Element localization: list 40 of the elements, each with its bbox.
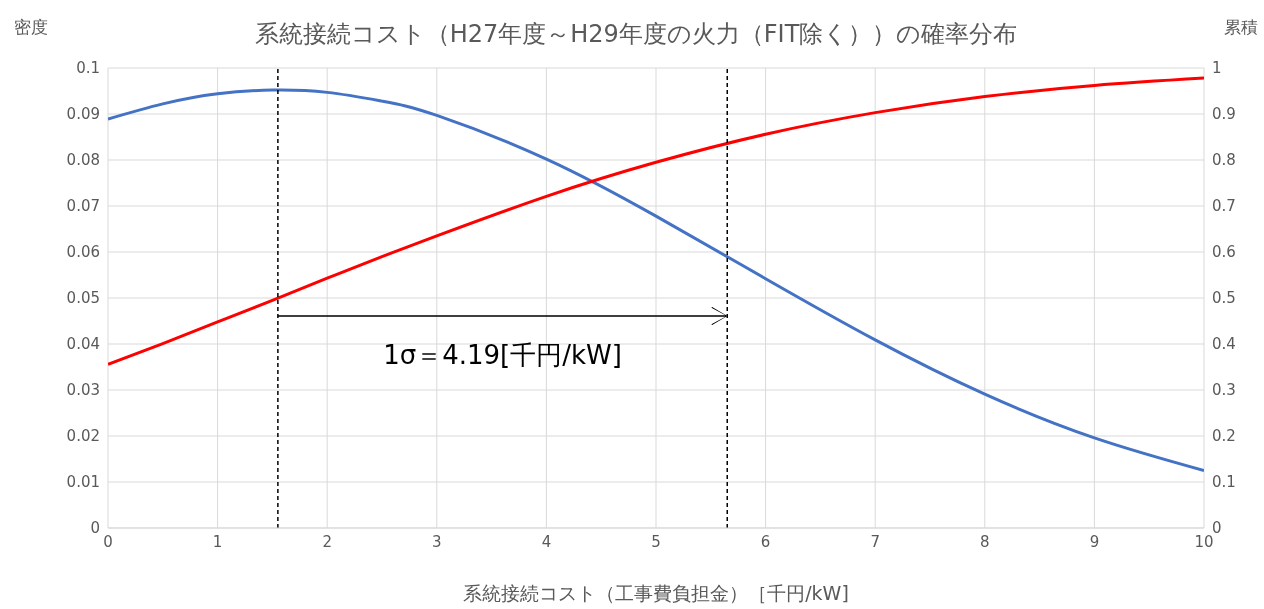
x-tick-label: 2 <box>322 532 332 551</box>
y2-tick-label: 0.4 <box>1212 335 1236 354</box>
y-tick-label: 0.09 <box>66 105 100 124</box>
x-tick-label: 10 <box>1194 532 1214 551</box>
y-tick-label: 0.05 <box>66 289 100 308</box>
y-tick-label: 0.08 <box>66 151 100 170</box>
x-tick-label: 6 <box>760 532 771 551</box>
x-tick-label: 7 <box>870 532 880 551</box>
x-axis-title: 系統接続コスト（工事費負担金）［千円/kW] <box>463 582 849 604</box>
x-tick-label: 0 <box>103 532 113 551</box>
y2-tick-label: 0.1 <box>1212 473 1236 492</box>
chart-title: 系統接続コスト（H27年度～H29年度の火力（FIT除く））の確率分布 <box>254 20 1018 48</box>
y-tick-label: 0.04 <box>66 335 100 354</box>
y2-tick-label: 1 <box>1212 59 1222 78</box>
x-tick-label: 3 <box>432 532 442 551</box>
y-tick-label: 0.06 <box>66 243 100 262</box>
y-tick-label: 0.1 <box>76 59 100 78</box>
line-series <box>108 76 1204 366</box>
y2-tick-label: 0.2 <box>1212 427 1236 446</box>
y2-tick-label: 0.7 <box>1212 197 1236 216</box>
y2-tick-label: 0.9 <box>1212 105 1236 124</box>
y2-axis-title: 累積 <box>1224 16 1258 39</box>
y2-tick-label: 0.5 <box>1212 289 1236 308</box>
y-tick-label: 0 <box>90 519 100 538</box>
y2-tick-label: 0 <box>1212 519 1222 538</box>
y-tick-label: 0.02 <box>66 427 100 446</box>
y2-tick-label: 0.8 <box>1212 151 1236 170</box>
y2-tick-label: 0.3 <box>1212 381 1236 400</box>
line-series <box>108 88 1204 472</box>
annotation: 1σ＝4.19[千円/kW] <box>382 339 623 373</box>
y-tick-label: 0.01 <box>66 473 100 492</box>
y-axis-title: 密度 <box>14 16 48 39</box>
y2-tick-label: 0.6 <box>1212 243 1236 262</box>
x-tick-label: 1 <box>212 532 223 551</box>
y-tick-label: 0.07 <box>66 197 100 216</box>
x-tick-label: 8 <box>980 532 990 551</box>
y-tick-label: 0.03 <box>66 381 100 400</box>
x-tick-label: 5 <box>651 532 661 551</box>
x-tick-label: 9 <box>1089 532 1100 551</box>
x-tick-label: 4 <box>541 532 552 551</box>
